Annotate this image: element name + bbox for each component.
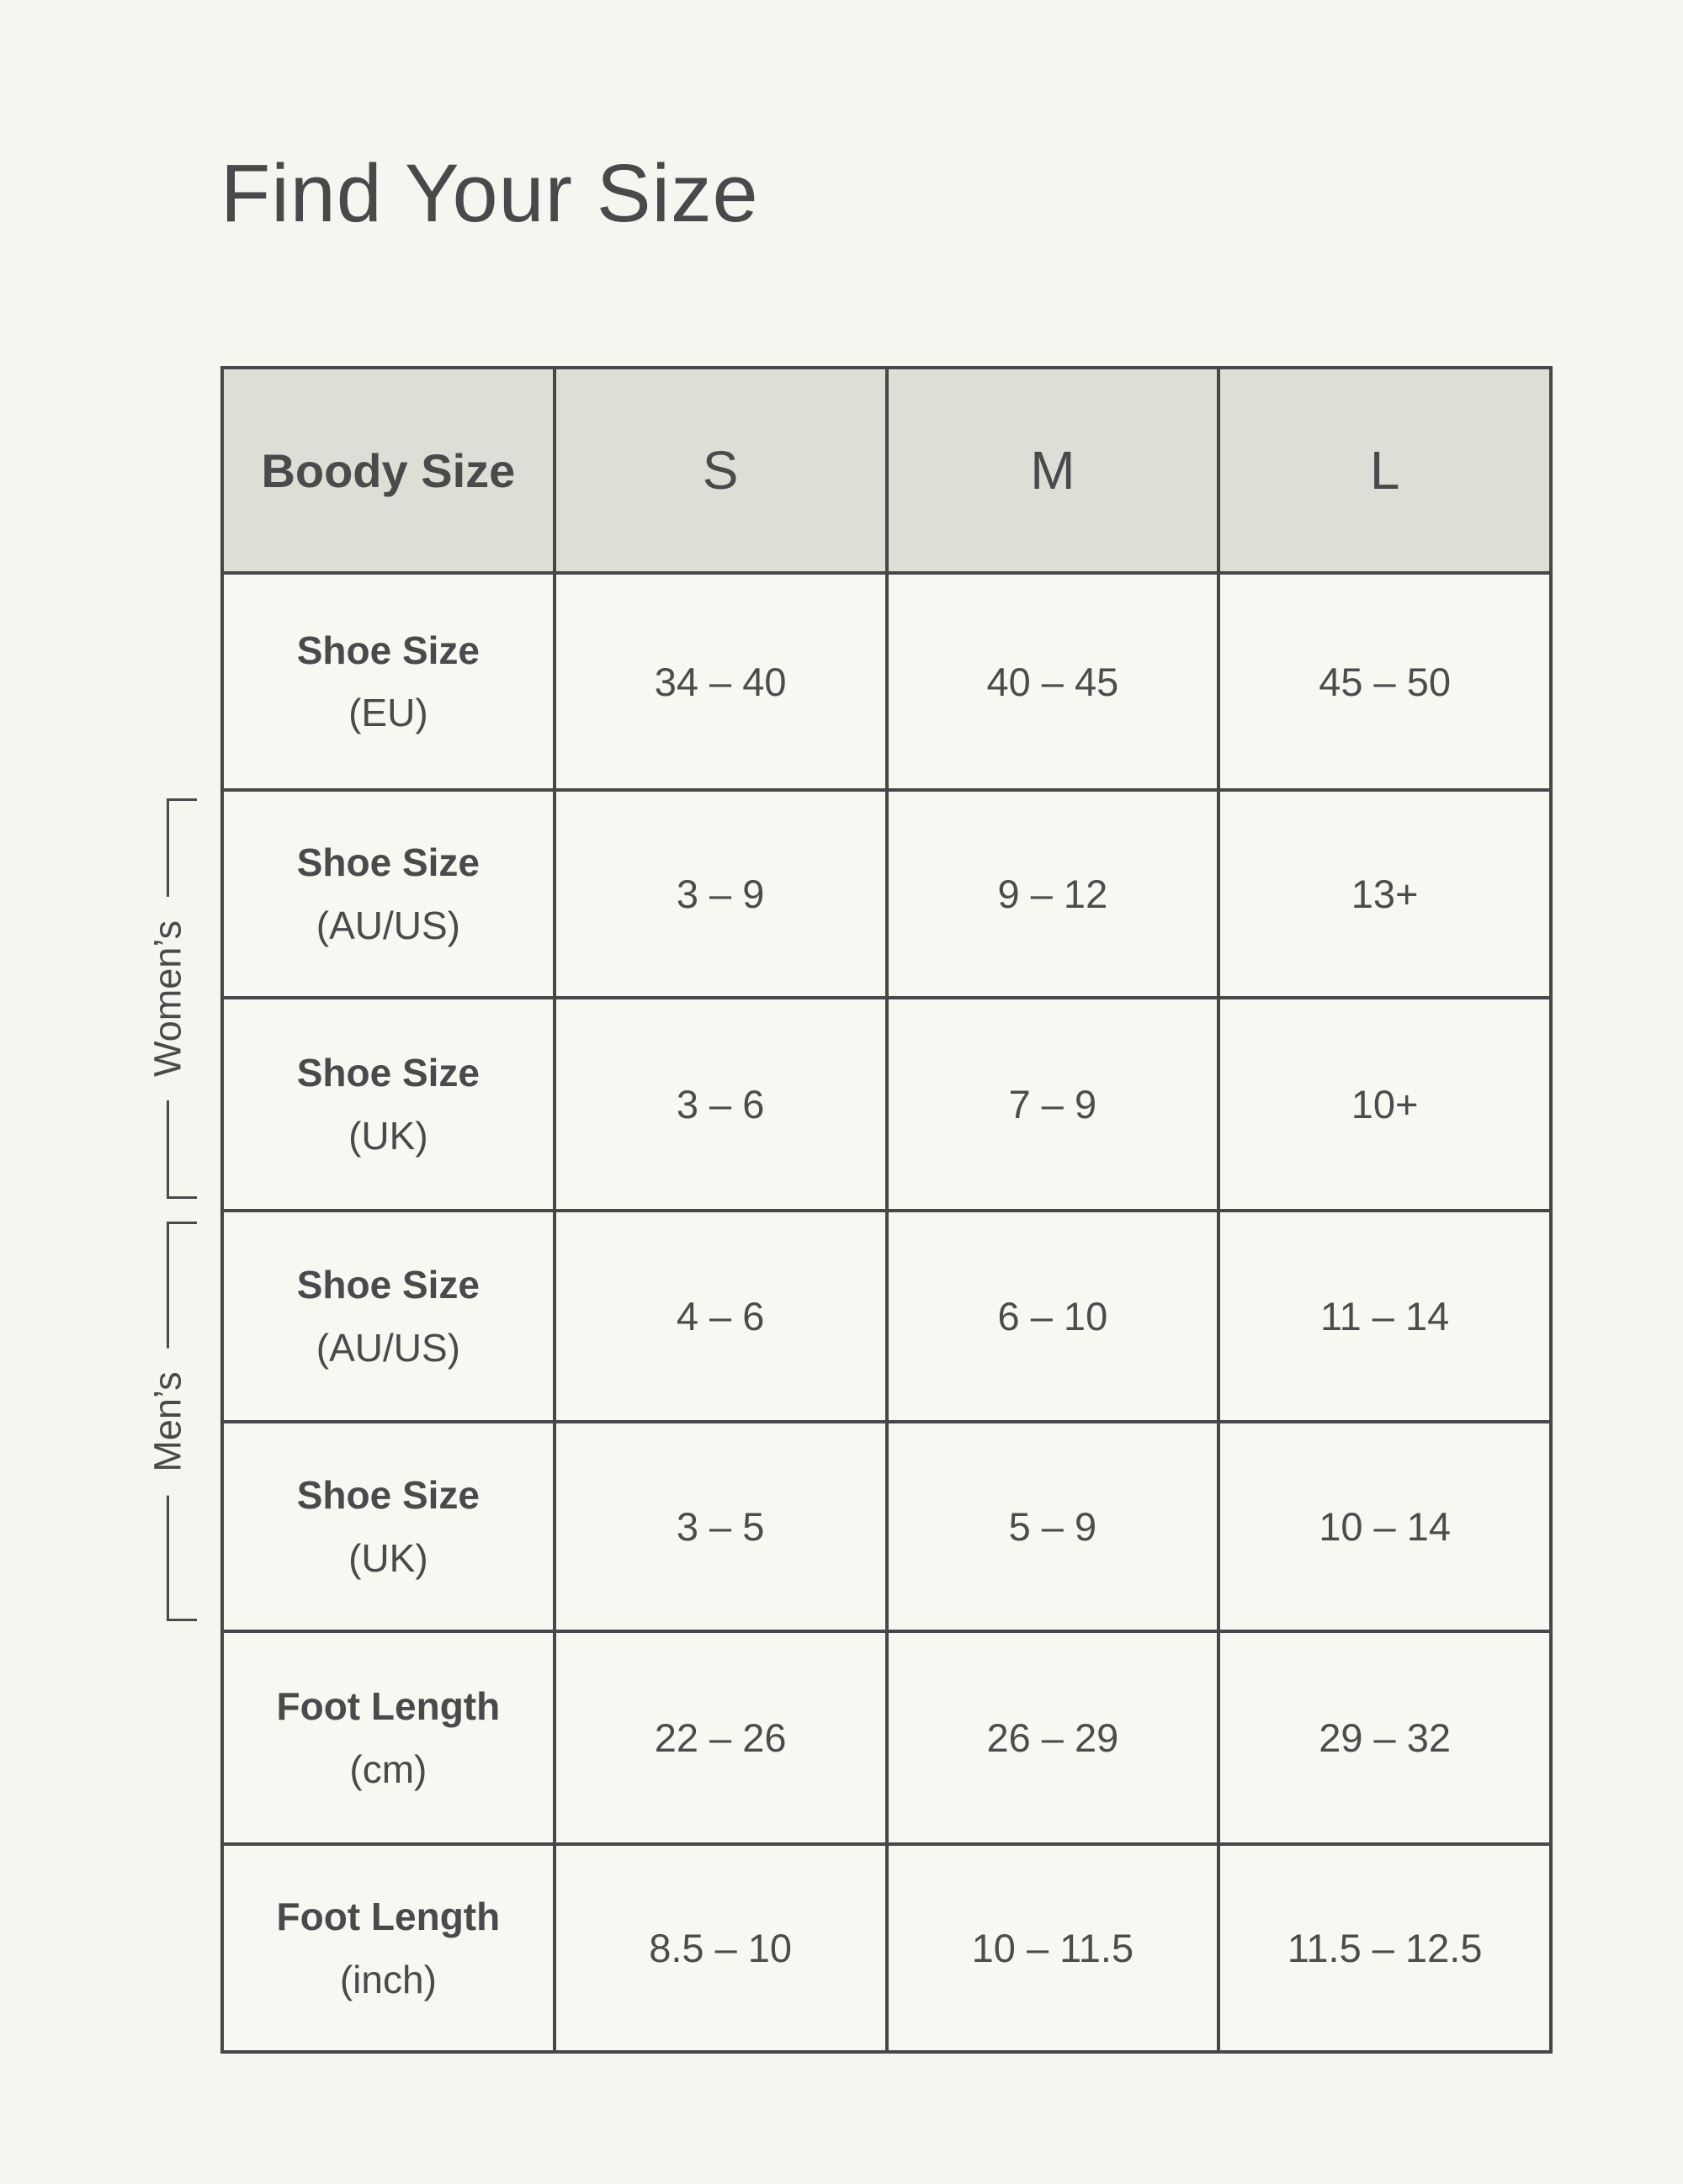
row-unit: (AU/US) — [316, 1325, 460, 1370]
womens-group-bracket: Women’s — [141, 798, 197, 1199]
size-value-s: 3 – 6 — [552, 996, 889, 1212]
size-value-m: 7 – 9 — [884, 996, 1221, 1212]
row-label: Shoe Size — [296, 1473, 480, 1518]
size-value-s: 3 – 9 — [552, 788, 889, 999]
header-cell-size-s: S — [552, 366, 889, 575]
row-unit: (UK) — [348, 1535, 428, 1580]
table-row-womens-shoe-size-uk: Shoe Size (UK) 3 – 6 7 – 9 10+ — [220, 996, 1553, 1212]
table-header-row: Boody Size S M L — [220, 366, 1553, 575]
row-label-cell: Foot Length (inch) — [220, 1842, 556, 2054]
page-title: Find Your Size — [220, 147, 759, 239]
row-label: Foot Length — [276, 1895, 501, 1939]
row-unit: (UK) — [348, 1113, 428, 1158]
row-label: Shoe Size — [296, 1051, 480, 1095]
size-value-l: 29 – 32 — [1217, 1630, 1553, 1846]
size-value-s: 8.5 – 10 — [552, 1842, 889, 2054]
row-unit: (inch) — [339, 1957, 437, 2001]
size-value-m: 10 – 11.5 — [884, 1842, 1221, 2054]
size-value-l: 10 – 14 — [1217, 1420, 1553, 1633]
row-label-cell: Shoe Size (AU/US) — [220, 1209, 556, 1423]
row-unit: (AU/US) — [316, 903, 460, 947]
size-value-l: 45 – 50 — [1217, 571, 1553, 792]
size-value-m: 40 – 45 — [884, 571, 1221, 792]
row-label: Shoe Size — [296, 628, 480, 672]
table-row-womens-shoe-size-auus: Shoe Size (AU/US) 3 – 9 9 – 12 13+ — [220, 788, 1553, 999]
header-cell-size-m: M — [884, 366, 1221, 575]
size-table: Boody Size S M L Shoe Size (EU) 34 – 40 … — [220, 366, 1553, 2054]
row-label-cell: Shoe Size (UK) — [220, 1420, 556, 1633]
header-cell-size-l: L — [1217, 366, 1553, 575]
womens-group-label: Women’s — [141, 897, 194, 1100]
row-label: Foot Length — [276, 1684, 501, 1729]
size-value-l: 10+ — [1217, 996, 1553, 1212]
size-value-m: 6 – 10 — [884, 1209, 1221, 1423]
table-row-foot-length-inch: Foot Length (inch) 8.5 – 10 10 – 11.5 11… — [220, 1842, 1553, 2054]
table-row-foot-length-cm: Foot Length (cm) 22 – 26 26 – 29 29 – 32 — [220, 1630, 1553, 1846]
header-cell-boody-size: Boody Size — [220, 366, 556, 575]
size-value-l: 13+ — [1217, 788, 1553, 999]
row-label-cell: Foot Length (cm) — [220, 1630, 556, 1846]
size-value-m: 26 – 29 — [884, 1630, 1221, 1846]
row-label-cell: Shoe Size (UK) — [220, 996, 556, 1212]
row-label: Shoe Size — [296, 840, 480, 885]
size-value-s: 4 – 6 — [552, 1209, 889, 1423]
size-value-l: 11 – 14 — [1217, 1209, 1553, 1423]
size-value-m: 9 – 12 — [884, 788, 1221, 999]
table-row-shoe-size-eu: Shoe Size (EU) 34 – 40 40 – 45 45 – 50 — [220, 571, 1553, 792]
table-row-mens-shoe-size-uk: Shoe Size (UK) 3 – 5 5 – 9 10 – 14 — [220, 1420, 1553, 1633]
row-label-cell: Shoe Size (AU/US) — [220, 788, 556, 999]
row-label: Shoe Size — [296, 1263, 480, 1307]
mens-group-label: Men’s — [141, 1347, 194, 1496]
row-label-cell: Shoe Size (EU) — [220, 571, 556, 792]
size-value-s: 22 – 26 — [552, 1630, 889, 1846]
row-unit: (cm) — [349, 1747, 427, 1791]
size-value-m: 5 – 9 — [884, 1420, 1221, 1633]
mens-group-bracket: Men’s — [141, 1222, 197, 1621]
size-value-l: 11.5 – 12.5 — [1217, 1842, 1553, 2054]
table-row-mens-shoe-size-auus: Shoe Size (AU/US) 4 – 6 6 – 10 11 – 14 — [220, 1209, 1553, 1423]
size-value-s: 3 – 5 — [552, 1420, 889, 1633]
size-value-s: 34 – 40 — [552, 571, 889, 792]
row-unit: (EU) — [348, 691, 428, 734]
